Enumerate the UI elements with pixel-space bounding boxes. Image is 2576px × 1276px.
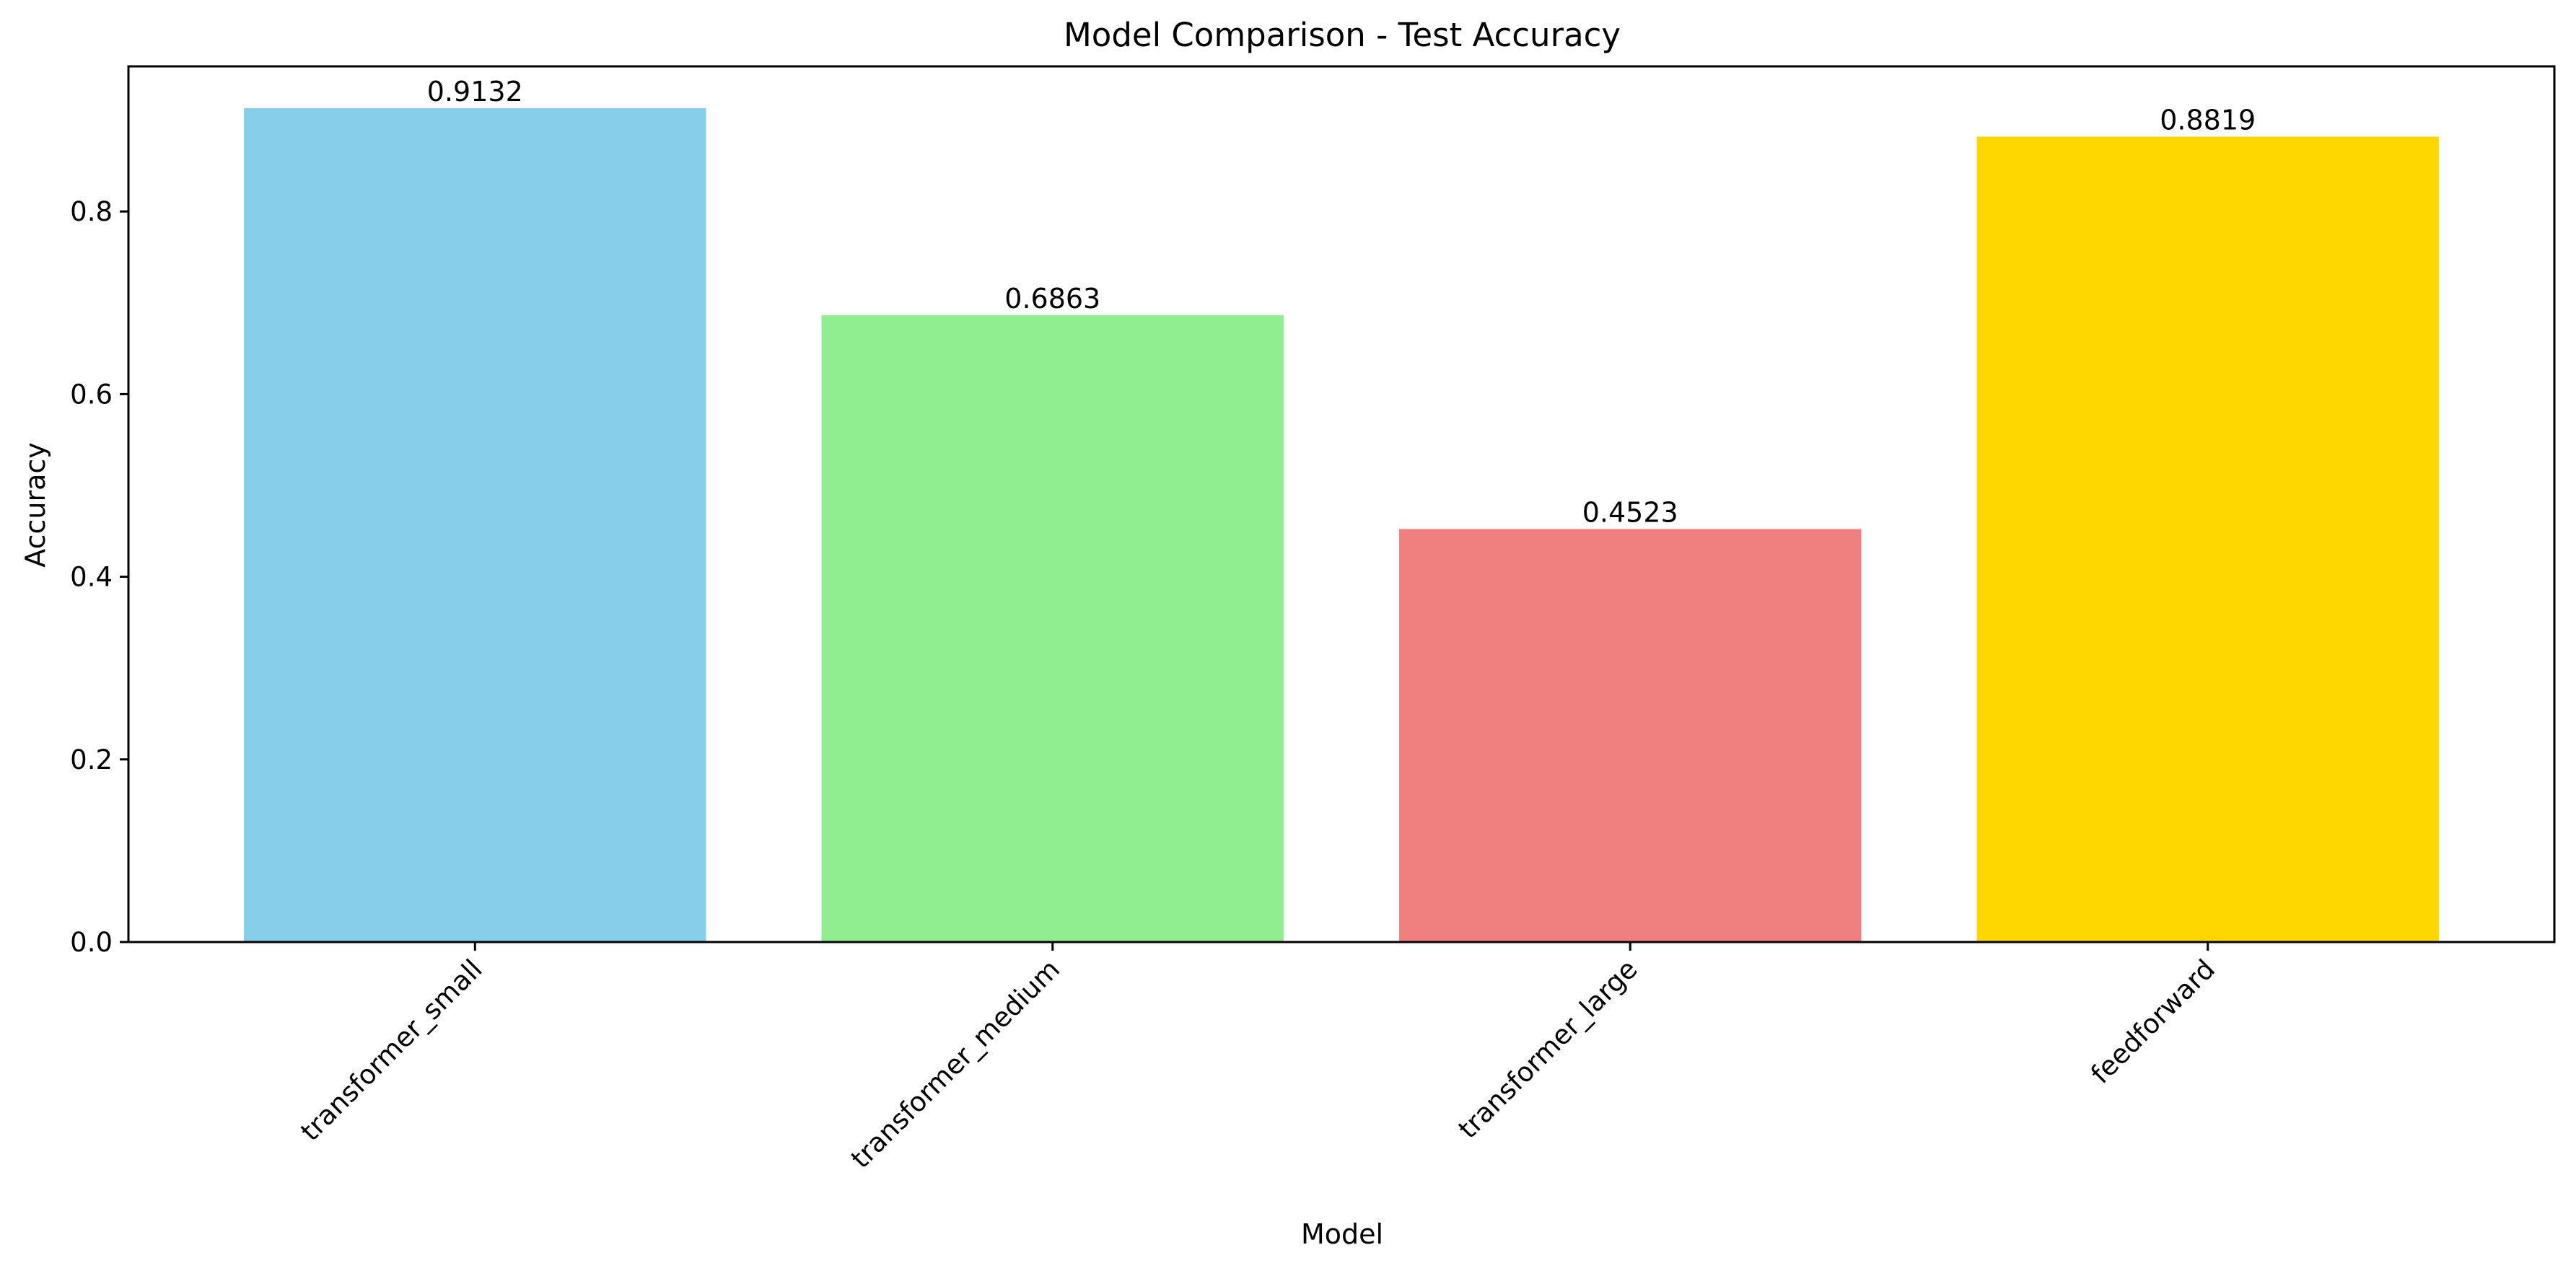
bar-feedforward [1976, 136, 2439, 942]
bar-value-label-feedforward: 0.8819 [2160, 104, 2256, 136]
x-tick-label-transformer_medium: transformer_medium [845, 954, 1066, 1174]
y-tick-label-0.6: 0.6 [70, 379, 113, 410]
x-tick-label-feedforward: feedforward [2085, 954, 2221, 1090]
bar-value-labels: 0.9132 0.6863 0.4523 0.8819 [427, 76, 2256, 529]
x-axis: transformer_small transformer_medium trans… [294, 942, 2221, 1174]
bars [244, 107, 2439, 943]
bar-transformer_small [244, 107, 706, 942]
y-axis-label: Accuracy [19, 442, 51, 568]
y-tick-label-0.0: 0.0 [70, 927, 113, 958]
bar-value-label-transformer_small: 0.9132 [427, 76, 523, 107]
plot-area-frame [127, 65, 2556, 943]
y-tick-label-0.8: 0.8 [70, 196, 113, 227]
y-tick-label-0.2: 0.2 [70, 744, 113, 775]
y-tick-label-0.4: 0.4 [70, 562, 113, 593]
bar-transformer_large [1399, 529, 1862, 942]
y-axis: 0.0 0.2 0.4 0.6 0.8 [70, 196, 128, 958]
x-tick-label-transformer_large: transformer_large [1453, 954, 1644, 1145]
chart-title: Model Comparison - Test Accuracy [1064, 16, 1621, 54]
bar-transformer_medium [821, 315, 1284, 943]
x-axis-label: Model [1301, 1218, 1383, 1250]
bar-value-label-transformer_medium: 0.6863 [1004, 283, 1100, 314]
bar-value-label-transformer_large: 0.4523 [1582, 496, 1678, 528]
x-tick-label-transformer_small: transformer_small [294, 954, 488, 1147]
